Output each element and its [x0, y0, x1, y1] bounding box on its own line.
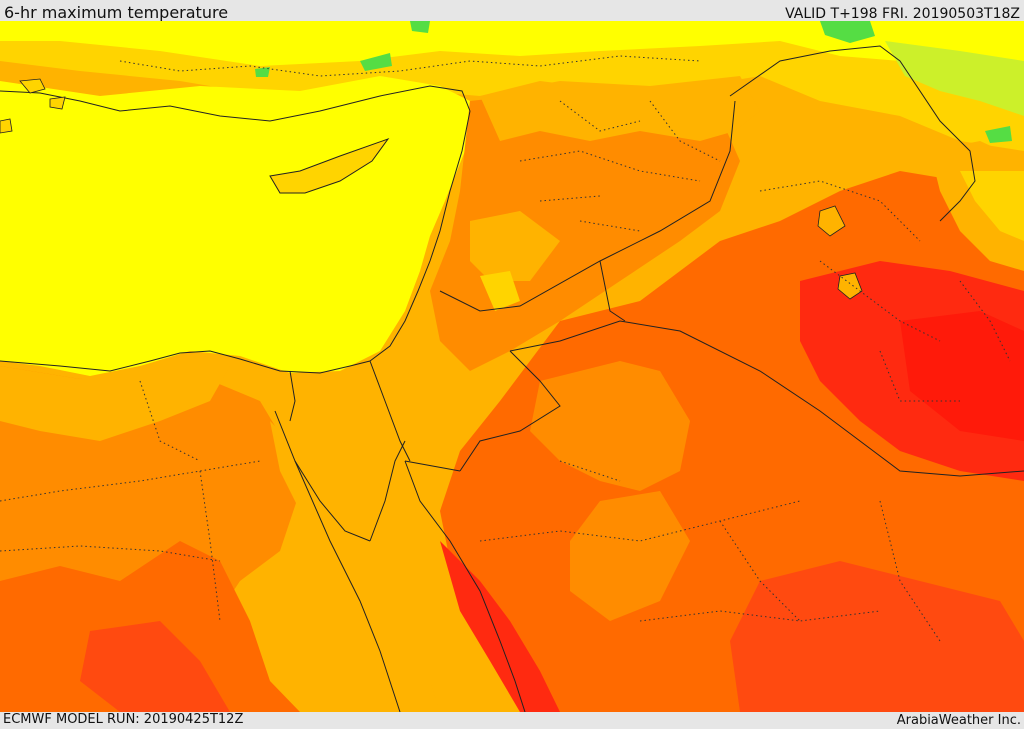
north-green-patch-2 [885, 41, 1024, 116]
aegean-islands [0, 78, 66, 134]
map-title: 6-hr maximum temperature [4, 3, 229, 22]
egypt-north-coast [0, 350, 371, 374]
iraq-red-core [900, 311, 1024, 441]
jordan-saudi-border [509, 320, 1024, 477]
temperature-map[interactable] [0, 21, 1024, 712]
north-green-patch-4 [360, 53, 392, 71]
north-yellow-belt [0, 21, 1024, 96]
north-green-patch-5 [255, 67, 270, 77]
lake-tharthar [817, 205, 846, 237]
turkey-province-lines [119, 55, 721, 162]
lake-milh [837, 272, 863, 300]
north-green-patch-1 [820, 21, 875, 43]
north-green-patch-6 [985, 126, 1012, 143]
egypt-southwest-red [80, 621, 230, 712]
saudi-orange-south [570, 491, 690, 621]
redsea-east-coast [404, 460, 526, 712]
mediterranean-sea [0, 76, 470, 376]
syria-iraq-border [729, 45, 976, 222]
aqaba-line [404, 460, 461, 472]
model-run-label: ECMWF MODEL RUN: 20190425T12Z [3, 712, 244, 727]
credit-label: ArabiaWeather Inc. [896, 713, 1021, 728]
turkey-south-coast [0, 85, 471, 122]
jordan-east-border [599, 260, 626, 322]
jordan-yellowish [480, 271, 520, 311]
syria-lightorange-1 [480, 76, 760, 141]
saudi-regions [479, 460, 941, 642]
levant-coast [369, 110, 471, 362]
egypt-north-lightorange [0, 356, 230, 441]
footer-bar: ECMWF MODEL RUN: 20190425T12Z ArabiaWeat… [0, 712, 1024, 729]
cyprus-island [269, 137, 390, 194]
saudi-north-border [459, 350, 561, 472]
header-bar: 6-hr maximum temperature VALID T+198 FRI… [0, 0, 1024, 21]
redsea-west-coast [294, 460, 401, 712]
valid-time-label: VALID T+198 FRI. 20190503T18Z [785, 6, 1020, 22]
syria-jordan-border [439, 100, 736, 312]
syria-regions [519, 150, 701, 232]
syria-lightorange-2 [470, 211, 560, 281]
north-green-patch-3 [410, 21, 430, 33]
zagros-yellow [960, 171, 1024, 241]
sinai-line [289, 370, 296, 422]
red-sea [270, 421, 440, 712]
saudi-red-south [730, 561, 1024, 712]
egypt-israel-border [369, 360, 411, 462]
sinai-gulf-suez [274, 410, 371, 542]
redsea-coast-red [440, 541, 560, 712]
gulf-aqaba [369, 440, 406, 542]
saudi-orange-lobe [530, 361, 690, 491]
